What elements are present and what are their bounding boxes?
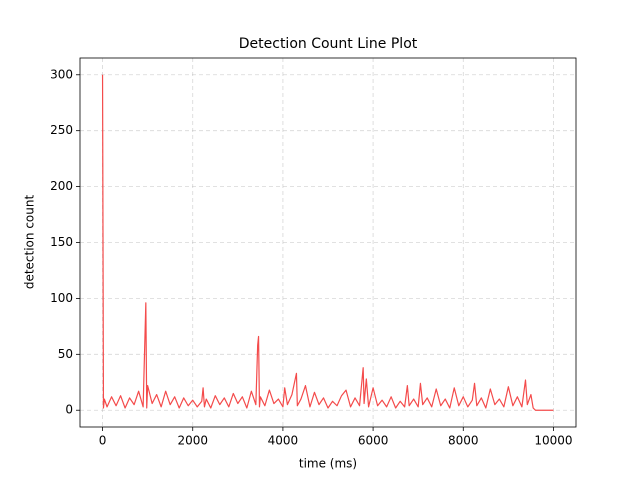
x-tick-label: 6000 [358,434,389,448]
y-tick-label: 300 [50,67,73,81]
x-tick-label: 2000 [177,434,208,448]
y-tick-label: 0 [65,403,73,417]
y-tick-label: 150 [50,235,73,249]
x-tick-label: 0 [99,434,107,448]
data-line [101,74,554,411]
y-tick-label: 200 [50,179,73,193]
y-tick-label: 50 [58,347,73,361]
chart-title: Detection Count Line Plot [239,36,418,52]
y-axis-label: detection count [23,195,37,290]
x-axis-label: time (ms) [299,457,357,471]
x-tick-label: 10000 [534,434,572,448]
x-tick-label: 4000 [268,434,299,448]
y-tick-label: 250 [50,123,73,137]
y-tick-label: 100 [50,291,73,305]
x-tick-label: 8000 [448,434,479,448]
plot-frame [79,57,577,428]
